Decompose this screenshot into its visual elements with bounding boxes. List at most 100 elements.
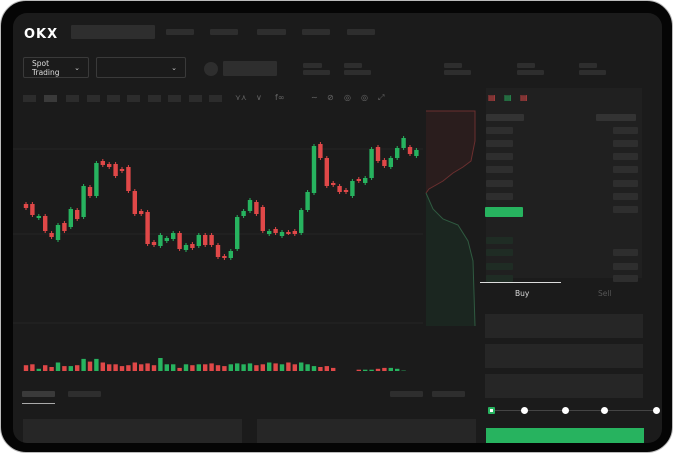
slider-step[interactable] [521, 407, 528, 414]
candle [177, 233, 182, 249]
timeframe-button[interactable] [87, 95, 100, 102]
timeframe-button[interactable] [66, 95, 79, 102]
volume-bar [247, 363, 253, 371]
bid-amount [613, 275, 638, 282]
price-input[interactable] [485, 314, 643, 338]
ask-amount [613, 206, 638, 213]
volume-bar [177, 367, 182, 371]
candle [30, 204, 35, 215]
candle [49, 233, 54, 237]
orderbook-header [596, 114, 636, 121]
candle [337, 186, 342, 192]
volume-bar [292, 364, 297, 371]
settings-icon[interactable]: ◎ [361, 93, 368, 102]
candle [363, 178, 368, 183]
candle [260, 207, 265, 231]
amount-input[interactable] [485, 344, 643, 368]
slider-step-0[interactable] [488, 407, 495, 414]
orderbook-header [486, 114, 524, 121]
timeframe-button[interactable] [44, 95, 57, 102]
stat-label [444, 63, 462, 68]
nav-item[interactable] [347, 29, 375, 35]
slider-step[interactable] [653, 407, 660, 414]
candle [401, 138, 406, 148]
camera-icon[interactable]: ◎ [344, 93, 351, 102]
pair-select[interactable]: ⌄ [96, 57, 186, 78]
candle [87, 187, 93, 196]
candle [279, 232, 285, 236]
nav-item[interactable] [210, 29, 238, 35]
stat-value [344, 70, 371, 75]
candlestick-chart[interactable] [13, 101, 483, 371]
candle [132, 191, 137, 214]
ruler-icon[interactable]: ⊘ [327, 93, 334, 102]
stat-label [579, 63, 597, 68]
line-tool-icon[interactable]: ∼ [311, 93, 318, 102]
volume-bar [119, 366, 125, 371]
filter-button[interactable] [390, 391, 423, 397]
timeframe-button[interactable] [189, 95, 202, 102]
sell-tab[interactable]: Sell [598, 289, 612, 298]
orderbook-asks-icon[interactable]: ▤ [520, 93, 528, 102]
fx-icon[interactable]: f∞ [275, 93, 285, 102]
nav-item[interactable] [257, 29, 286, 35]
ask-price [486, 193, 513, 200]
timeframe-button[interactable] [127, 95, 140, 102]
fullscreen-icon[interactable]: ⤢ [378, 93, 385, 102]
volume-bar [299, 362, 304, 371]
volume-bar [171, 364, 176, 371]
timeframe-button[interactable] [107, 95, 120, 102]
buy-button[interactable] [486, 428, 644, 443]
timeframe-button[interactable] [148, 95, 161, 102]
ask-amount [613, 180, 638, 187]
slider-track[interactable] [491, 410, 656, 411]
orders-panel [23, 419, 242, 443]
candle [215, 245, 221, 257]
filter-button[interactable] [432, 391, 465, 397]
total-input[interactable] [485, 374, 643, 398]
slider-step[interactable] [562, 407, 569, 414]
buy-tab[interactable]: Buy [515, 289, 530, 298]
market-type-select[interactable]: Spot Trading ⌄ [23, 57, 89, 78]
orderbook-both-icon[interactable]: ▤ [488, 93, 496, 102]
volume-bar [235, 363, 240, 371]
candle [235, 217, 240, 249]
tab-history[interactable] [68, 391, 101, 397]
candle [228, 251, 233, 258]
volume-bar [356, 369, 361, 371]
search-bar[interactable] [71, 25, 155, 39]
candle [254, 202, 259, 214]
slider-step[interactable] [601, 407, 608, 414]
timeframe-button[interactable] [168, 95, 181, 102]
okx-logo[interactable]: OKX [24, 27, 59, 42]
volume-bar [254, 365, 259, 371]
chart-type-icon[interactable]: ∨ [256, 93, 262, 102]
candle [267, 231, 272, 234]
volume-bar [107, 364, 112, 371]
candle [209, 235, 214, 245]
candle [75, 210, 80, 219]
stat-label [303, 63, 322, 68]
candle [299, 210, 304, 233]
indicator-icon[interactable]: ⋎⋏ [235, 93, 247, 102]
nav-item[interactable] [302, 29, 330, 35]
last-price [485, 207, 523, 217]
orderbook-bids-icon[interactable]: ▤ [504, 93, 512, 102]
stat-value [444, 70, 471, 75]
volume-bar [369, 369, 374, 371]
chevron-down-icon: ⌄ [171, 63, 177, 72]
ask-amount [613, 140, 638, 147]
tab-open-orders[interactable] [22, 391, 55, 397]
nav-item[interactable] [166, 29, 194, 35]
volume-bar [190, 365, 195, 371]
volume-bar [273, 363, 278, 371]
volume-bar [209, 363, 214, 371]
bid-price [486, 275, 513, 282]
volume-bar [222, 366, 227, 371]
candle [318, 144, 323, 158]
volume-bar [62, 366, 67, 371]
volume-bar [228, 364, 233, 371]
timeframe-button[interactable] [209, 95, 222, 102]
timeframe-button[interactable] [23, 95, 36, 102]
